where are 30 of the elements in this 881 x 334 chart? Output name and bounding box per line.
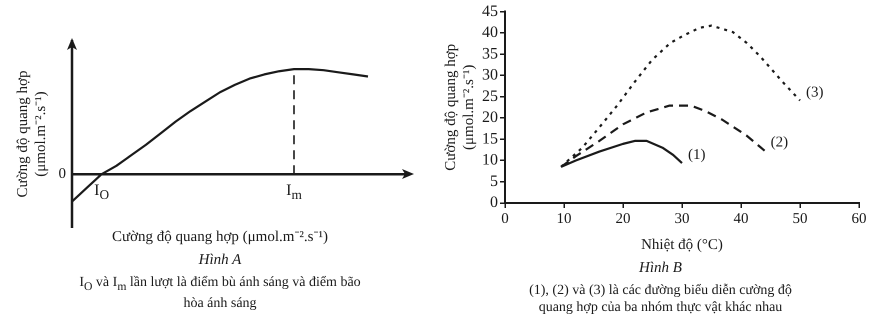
- x-tick-label: I$_{m}$: [286, 182, 302, 204]
- series-label: (2): [770, 134, 788, 151]
- text: I$_{O}$ và I$_{m}$ lần lượt là điểm bù ánh sáng và điểm bão hòa ánh sáng: [78, 274, 362, 312]
- y-tick-label: 5: [490, 172, 498, 190]
- y-tick-label: 30: [482, 66, 498, 84]
- y-axis-title: Cường độ quang hợp (μmol.m⁻².s⁻¹): [14, 70, 49, 198]
- x-tick-label: 0: [501, 210, 509, 227]
- text: Hình A: [198, 252, 242, 269]
- y-tick-label: 25: [482, 88, 498, 105]
- y-tick-label: 45: [482, 2, 498, 20]
- x-tick-label: I$_{O}$: [94, 182, 110, 204]
- annotation: 0: [58, 166, 66, 182]
- y-axis-title: Cường độ quang hợp (μmol.m⁻².s⁻¹): [442, 44, 477, 171]
- x-tick-label: 30: [674, 210, 690, 227]
- y-tick-label: 10: [482, 152, 498, 169]
- y-tick-label: 35: [482, 45, 498, 62]
- x-tick-label: 20: [616, 210, 630, 227]
- y-tick-label: 20: [482, 109, 498, 126]
- x-tick-label: 40: [734, 210, 748, 227]
- x-tick-label: 60: [852, 210, 866, 227]
- x-tick-label: 50: [792, 210, 808, 227]
- series-label: (3): [806, 84, 824, 100]
- x-axis-title: Nhiệt độ (°C): [641, 236, 723, 253]
- text: Hình B: [638, 260, 683, 277]
- y-tick-label: 15: [482, 130, 498, 148]
- x-axis-title: Cường độ quang hợp (μmol.m⁻².s⁻¹): [112, 228, 328, 245]
- x-tick-label: 10: [556, 210, 572, 227]
- y-tick-label: 40: [482, 24, 498, 42]
- series-label: (1): [688, 146, 706, 163]
- text: (1), (2) và (3) là các đường biểu diễn cường độ quang hợp của ba nhóm thực vật khác nhau: [528, 282, 793, 316]
